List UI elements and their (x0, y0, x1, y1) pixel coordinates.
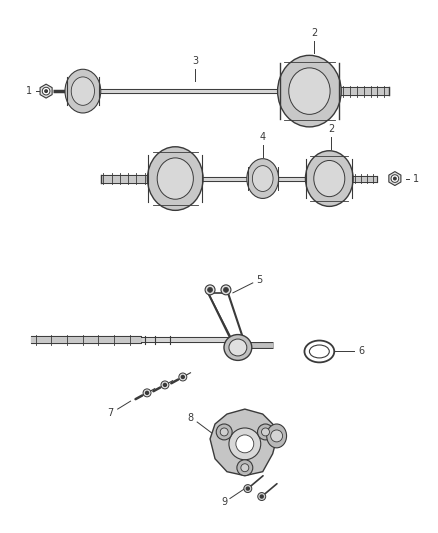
Text: 2: 2 (328, 124, 334, 134)
Ellipse shape (305, 151, 353, 206)
Circle shape (261, 428, 269, 436)
Polygon shape (389, 172, 401, 185)
Circle shape (216, 424, 232, 440)
Circle shape (208, 287, 212, 292)
Circle shape (258, 492, 266, 500)
Circle shape (143, 389, 151, 397)
Circle shape (236, 435, 254, 453)
Circle shape (237, 460, 253, 475)
Text: 1: 1 (26, 86, 32, 96)
Circle shape (205, 285, 215, 295)
Circle shape (45, 90, 47, 92)
Circle shape (246, 487, 249, 490)
Circle shape (260, 495, 263, 498)
Circle shape (179, 373, 187, 381)
Text: 2: 2 (311, 28, 318, 38)
Ellipse shape (289, 68, 330, 115)
Ellipse shape (65, 69, 101, 113)
Ellipse shape (224, 335, 252, 360)
Circle shape (244, 484, 252, 492)
Circle shape (220, 428, 228, 436)
Ellipse shape (229, 339, 247, 356)
Ellipse shape (267, 424, 286, 448)
Text: 6: 6 (358, 346, 364, 357)
Circle shape (161, 381, 169, 389)
Circle shape (271, 430, 283, 442)
Text: 7: 7 (108, 408, 114, 418)
Polygon shape (210, 409, 277, 475)
Ellipse shape (157, 158, 193, 199)
Ellipse shape (252, 166, 273, 191)
Circle shape (394, 177, 396, 180)
Ellipse shape (247, 159, 279, 198)
Circle shape (229, 428, 261, 460)
Polygon shape (40, 84, 52, 98)
Text: 1: 1 (413, 174, 419, 183)
Text: 9: 9 (221, 497, 227, 507)
Ellipse shape (71, 77, 95, 106)
Circle shape (391, 175, 399, 182)
Text: 3: 3 (192, 56, 198, 66)
Circle shape (181, 375, 184, 378)
Circle shape (258, 424, 273, 440)
Ellipse shape (314, 160, 345, 197)
Circle shape (223, 287, 229, 292)
Circle shape (42, 87, 50, 95)
Text: 5: 5 (257, 275, 263, 285)
Ellipse shape (278, 55, 341, 127)
Ellipse shape (148, 147, 203, 211)
Text: 4: 4 (260, 132, 266, 142)
Circle shape (163, 383, 166, 386)
Circle shape (241, 464, 249, 472)
Circle shape (145, 391, 148, 394)
Circle shape (221, 285, 231, 295)
Text: 8: 8 (187, 413, 193, 423)
